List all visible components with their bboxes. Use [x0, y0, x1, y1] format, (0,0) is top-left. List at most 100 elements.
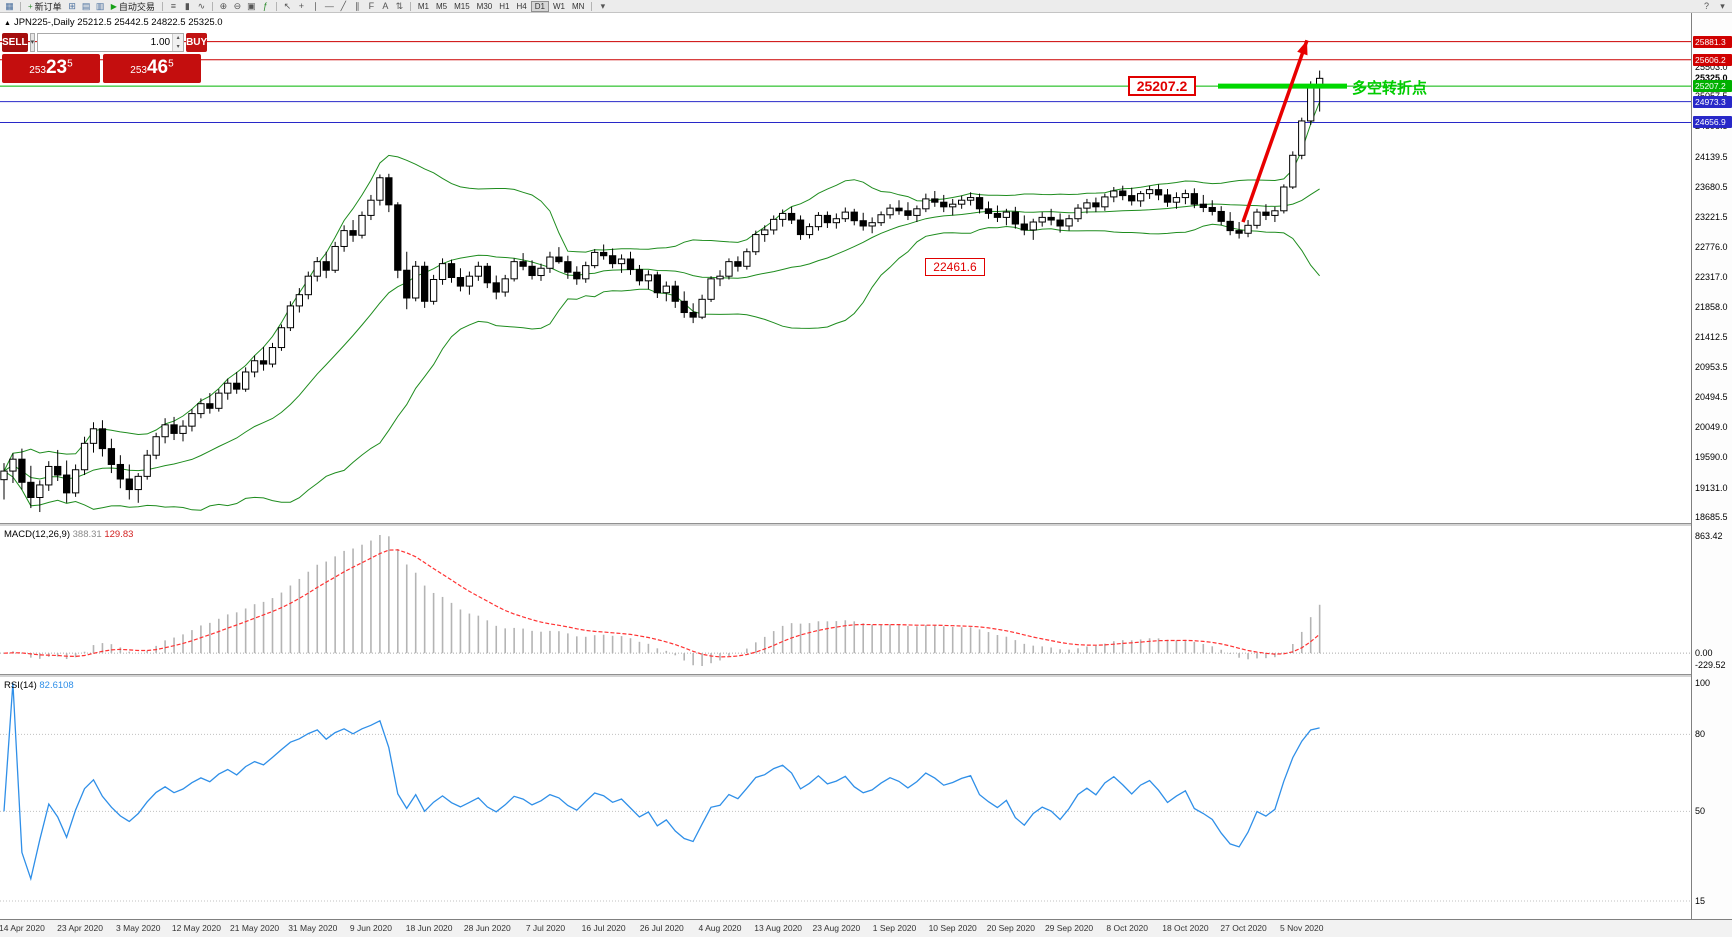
- help-icon[interactable]: ?: [1703, 0, 1709, 11]
- candlestick-chart-icon[interactable]: ▮: [184, 0, 190, 11]
- date-label: 23 Aug 2020: [812, 923, 861, 933]
- one-click-trading-panel: SELL ▾ ▴ ▾ BUY 253235 253465: [2, 33, 208, 83]
- navigator-icon[interactable]: ▥: [95, 0, 105, 11]
- crosshair-icon[interactable]: +: [298, 0, 304, 11]
- rsi-indicator-pane[interactable]: RSI(14) 82.6108: [0, 678, 1691, 919]
- buy-button[interactable]: BUY: [186, 33, 208, 52]
- macd-indicator-pane[interactable]: MACD(12,26,9) 388.31 129.83: [0, 527, 1691, 674]
- date-label: 29 Sep 2020: [1044, 923, 1094, 933]
- timeframe-d1[interactable]: D1: [530, 0, 549, 12]
- line-chart-icon[interactable]: ∿: [197, 0, 206, 11]
- toolbar-separator: [409, 1, 411, 11]
- new-order-button[interactable]: + 新订单: [25, 1, 65, 12]
- timeframe-h1[interactable]: H1: [499, 1, 510, 11]
- date-label: 9 Jun 2020: [349, 923, 392, 933]
- date-label: 31 May 2020: [288, 923, 338, 933]
- timeframe-m30[interactable]: M30: [476, 1, 493, 11]
- macd-value: 388.31: [72, 529, 102, 540]
- date-axis[interactable]: 14 Apr 2020 23 Apr 2020 3 May 2020 12 May 2…: [0, 919, 1732, 937]
- zoom-in-icon[interactable]: ⊕: [219, 0, 228, 11]
- trendline-icon[interactable]: ╱: [340, 0, 347, 11]
- price-line-badge: 24656.9: [1693, 116, 1732, 129]
- timeframe-w1[interactable]: W1: [552, 1, 565, 11]
- timeframe-mn[interactable]: MN: [571, 1, 585, 11]
- market-watch-icon[interactable]: ▤: [81, 0, 91, 11]
- sell-price-prefix: 253: [29, 65, 46, 76]
- main-chart-pane[interactable]: ▲ JPN225-,Daily 25212.5 25442.5 24822.5 2…: [0, 13, 1691, 523]
- price-tick: 22776.0: [1695, 241, 1728, 252]
- volume-field: ▴ ▾: [37, 33, 185, 52]
- window-list-icon[interactable]: ▾: [1720, 0, 1725, 11]
- candlestick-canvas[interactable]: [0, 13, 1691, 523]
- price-scale[interactable]: 25503.025057.524598.524139.523680.523221…: [1691, 13, 1732, 919]
- date-label: 12 May 2020: [171, 923, 221, 933]
- macd-scale-min: -229.52: [1695, 660, 1726, 670]
- pivot-note-label[interactable]: 多空转折点: [1352, 80, 1428, 98]
- vertical-line-icon[interactable]: ∣: [313, 0, 318, 11]
- price-line-badge: 25207.2: [1693, 80, 1732, 93]
- date-label: 26 Jul 2020: [639, 923, 684, 933]
- rsi-value: 82.6108: [39, 680, 74, 691]
- toolbar-separator: [211, 1, 213, 11]
- toolbar-separator: [275, 1, 277, 11]
- chart-ohlc-text: JPN225-,Daily 25212.5 25442.5 24822.5 25…: [13, 17, 223, 28]
- timeframe-h4[interactable]: H4: [516, 1, 527, 11]
- indicators-icon[interactable]: ƒ: [262, 0, 268, 11]
- price-tick: 20049.0: [1695, 421, 1728, 432]
- volume-increase-button[interactable]: ▴: [173, 34, 184, 43]
- date-label: 16 Jul 2020: [581, 923, 626, 933]
- cursor-icon[interactable]: ↖: [283, 0, 292, 11]
- pivot-price-label[interactable]: 25207.2: [1128, 76, 1196, 97]
- date-label: 18 Oct 2020: [1162, 923, 1209, 933]
- sell-price-big: 23: [45, 57, 68, 78]
- toolbar-right-group: ? ▾: [1700, 1, 1729, 12]
- zoom-out-icon[interactable]: ⊖: [233, 0, 242, 11]
- chart-ohlc-info: ▲ JPN225-,Daily 25212.5 25442.5 24822.5 2…: [4, 17, 223, 28]
- timeframe-m5[interactable]: M5: [435, 1, 448, 11]
- chart-profiles-icon[interactable]: ⊞: [68, 0, 76, 11]
- price-tick: 25503.0: [1695, 61, 1728, 72]
- volume-spinner: ▴ ▾: [172, 34, 184, 51]
- auto-trading-button-label: 自动交易: [118, 1, 155, 12]
- chart-window-icon[interactable]: ▦: [5, 0, 14, 11]
- templates-icon[interactable]: ▾: [600, 0, 606, 11]
- pane-splitter[interactable]: [0, 674, 1732, 678]
- price-tick: 20494.5: [1695, 392, 1728, 403]
- buy-price[interactable]: 253465: [103, 54, 201, 83]
- macd-label: MACD(12,26,9): [4, 529, 70, 540]
- date-label: 28 Jun 2020: [463, 923, 511, 933]
- auto-trading-button[interactable]: ▶ 自动交易: [108, 1, 158, 12]
- sell-price[interactable]: 253235: [2, 54, 100, 83]
- pane-splitter[interactable]: [0, 523, 1732, 527]
- volume-input[interactable]: [38, 34, 173, 51]
- volume-decrease-button[interactable]: ▾: [173, 42, 184, 51]
- horizontal-line-icon[interactable]: ―: [324, 0, 334, 11]
- toolbar-separator: [20, 1, 21, 11]
- bar-chart-icon[interactable]: ≡: [170, 0, 176, 11]
- tile-windows-icon[interactable]: ▣: [247, 0, 256, 11]
- date-label: 3 May 2020: [116, 923, 161, 933]
- date-label: 18 Jun 2020: [405, 923, 453, 933]
- date-label: 20 Sep 2020: [986, 923, 1035, 933]
- toolbar: ▦ + 新订单 ⊞ ▤ ▥ ▶ 自动交易 ≡ ▮ ∿ ⊕ ⊖ ▣ ƒ ↖ + ∣ ― ╱ ∥ F A ⇅ M1 M5 M15 M30 H…: [0, 0, 1732, 13]
- sell-button[interactable]: SELL: [2, 33, 28, 52]
- fibonacci-icon[interactable]: F: [368, 0, 375, 11]
- timeframe-m15[interactable]: M15: [454, 1, 470, 11]
- timeframe-m1[interactable]: M1: [417, 1, 429, 11]
- support-price-label[interactable]: 22461.6: [925, 258, 985, 277]
- macd-canvas[interactable]: [0, 527, 1691, 674]
- channel-icon[interactable]: ∥: [355, 0, 360, 11]
- buy-price-sup: 5: [168, 58, 174, 70]
- rsi-canvas[interactable]: [0, 678, 1691, 919]
- volume-dropdown[interactable]: ▾: [29, 33, 36, 52]
- price-line-badge: 25881.3: [1693, 35, 1732, 48]
- date-label: 21 May 2020: [230, 923, 280, 933]
- toolbar-separator: [591, 1, 593, 11]
- buy-price-prefix: 253: [130, 65, 147, 76]
- text-tool-icon[interactable]: A: [382, 0, 389, 11]
- auto-trading-button-icon: ▶: [110, 1, 117, 11]
- buy-price-big: 46: [146, 57, 169, 78]
- arrows-tool-icon[interactable]: ⇅: [395, 0, 404, 11]
- price-tick: 21412.5: [1695, 331, 1728, 342]
